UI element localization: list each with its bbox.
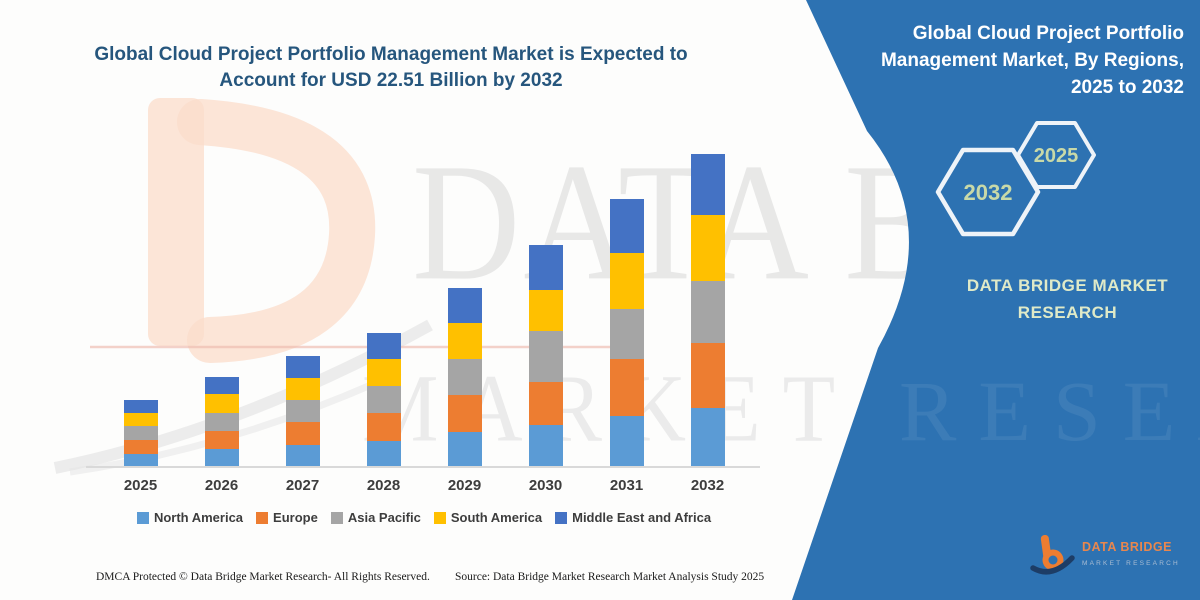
bar-cell-2027 (262, 140, 343, 467)
x-axis-label-2029: 2029 (447, 477, 482, 494)
legend-label: Middle East and Africa (572, 510, 712, 525)
bar-chart-plot-area (100, 140, 748, 467)
bar-segment-2031-europe (609, 359, 644, 416)
bar-segment-2030-middle-east-and-africa (528, 245, 563, 290)
bar-segment-2029-north-america (447, 432, 482, 467)
bar-segment-2032-south-america (690, 215, 725, 282)
bar-segment-2027-middle-east-and-africa (285, 355, 320, 378)
bar-cell-2029 (424, 140, 505, 467)
stacked-bar-2027 (285, 355, 320, 467)
watermark-logo-stem (148, 98, 204, 346)
stacked-bar-2029 (447, 287, 482, 467)
brand-line2: RESEARCH (1017, 303, 1118, 322)
panel-title-line1: Global Cloud Project Portfolio (912, 23, 1184, 44)
stacked-bar-2026 (204, 376, 239, 467)
bar-segment-2025-middle-east-and-africa (123, 399, 158, 413)
bar-segment-2025-south-america (123, 412, 158, 427)
bar-cell-2032 (667, 140, 748, 467)
chart-title-line1: Global Cloud Project Portfolio Managemen… (94, 44, 688, 65)
bar-cell-2025 (100, 140, 181, 467)
bar-segment-2032-asia-pacific (690, 281, 725, 343)
legend-item-south-america: South America (433, 510, 543, 525)
bar-segment-2029-middle-east-and-africa (447, 287, 482, 323)
legend-swatch-icon (555, 511, 568, 524)
x-axis-label-2027: 2027 (285, 477, 320, 494)
bar-segment-2026-middle-east-and-africa (204, 376, 239, 395)
legend-item-north-america: North America (136, 510, 244, 525)
bar-segment-2030-asia-pacific (528, 331, 563, 383)
bar-segment-2029-south-america (447, 322, 482, 360)
stacked-bar-2032 (690, 154, 725, 467)
legend-label: North America (153, 510, 244, 525)
bar-segment-2026-asia-pacific (204, 412, 239, 431)
bar-segment-2027-asia-pacific (285, 400, 320, 423)
x-axis-label-2026: 2026 (204, 477, 239, 494)
legend-label: South America (450, 510, 543, 525)
bar-cell-2026 (181, 140, 262, 467)
panel-title-line2: Management Market, By Regions, (880, 50, 1184, 71)
bar-segment-2026-north-america (204, 449, 239, 467)
bar-segment-2025-north-america (123, 453, 158, 467)
bar-segment-2028-middle-east-and-africa (366, 332, 401, 360)
bar-segment-2031-middle-east-and-africa (609, 199, 644, 253)
panel-title: Global Cloud Project Portfolio Managemen… (854, 20, 1184, 101)
panel-title-line3: 2025 to 2032 (1070, 77, 1184, 98)
bar-segment-2031-south-america (609, 252, 644, 310)
bar-cell-2030 (505, 140, 586, 467)
stacked-bar-2030 (528, 245, 563, 467)
legend-swatch-icon (433, 511, 446, 524)
bar-segment-2029-europe (447, 394, 482, 432)
bar-segment-2027-north-america (285, 445, 320, 467)
bar-segment-2028-north-america (366, 440, 401, 467)
bar-segment-2030-europe (528, 382, 563, 426)
bar-segment-2032-middle-east-and-africa (690, 154, 725, 216)
chart-title-line2: Account for USD 22.51 Billion by 2032 (219, 70, 563, 91)
chart-legend: North America Europe Asia Pacific South Ame… (76, 510, 772, 525)
brand-name-text: DATA BRIDGE MARKET RESEARCH (935, 272, 1200, 326)
bar-segment-2026-europe (204, 430, 239, 450)
stacked-bar-2025 (123, 399, 158, 467)
bar-segment-2028-europe (366, 412, 401, 441)
x-axis-label-2028: 2028 (366, 477, 401, 494)
x-axis-label-2031: 2031 (609, 477, 644, 494)
bar-segment-2030-north-america (528, 425, 563, 467)
bar-segment-2029-asia-pacific (447, 359, 482, 395)
bar-segment-2031-asia-pacific (609, 309, 644, 360)
watermark-logo-bowl (177, 99, 376, 363)
bar-segment-2026-south-america (204, 394, 239, 413)
bar-segment-2032-europe (690, 342, 725, 408)
legend-swatch-icon (256, 511, 269, 524)
x-axis-line (86, 466, 760, 468)
legend-label: Asia Pacific (347, 510, 421, 525)
bar-segment-2031-north-america (609, 415, 644, 467)
chart-title: Global Cloud Project Portfolio Managemen… (85, 42, 697, 94)
x-axis-label-2030: 2030 (528, 477, 563, 494)
bar-segment-2027-europe (285, 422, 320, 446)
legend-swatch-icon (330, 511, 343, 524)
bar-segment-2025-asia-pacific (123, 426, 158, 440)
dmca-copyright-text: DMCA Protected © Data Bridge Market Rese… (96, 571, 430, 583)
legend-swatch-icon (136, 511, 149, 524)
legend-item-asia-pacific: Asia Pacific (330, 510, 421, 525)
x-axis-label-2025: 2025 (123, 477, 158, 494)
bar-cell-2028 (343, 140, 424, 467)
legend-label: Europe (273, 510, 318, 525)
bar-segment-2028-asia-pacific (366, 386, 401, 413)
bar-segment-2028-south-america (366, 359, 401, 387)
x-axis-label-2032: 2032 (690, 477, 725, 494)
legend-item-europe: Europe (256, 510, 318, 525)
bar-segment-2025-europe (123, 439, 158, 454)
bar-cell-2031 (586, 140, 667, 467)
bar-segment-2027-south-america (285, 377, 320, 401)
stacked-bar-2031 (609, 199, 644, 467)
brand-line1: DATA BRIDGE MARKET (966, 276, 1169, 295)
source-text: Source: Data Bridge Market Research Mark… (455, 571, 765, 583)
legend-item-middle-east-and-africa: Middle East and Africa (555, 510, 711, 525)
stacked-bar-2028 (366, 332, 401, 467)
x-axis-labels: 2025 2026 2027 2028 2029 2030 2031 2032 (100, 477, 748, 494)
bar-segment-2030-south-america (528, 289, 563, 332)
bar-segment-2032-north-america (690, 407, 725, 467)
